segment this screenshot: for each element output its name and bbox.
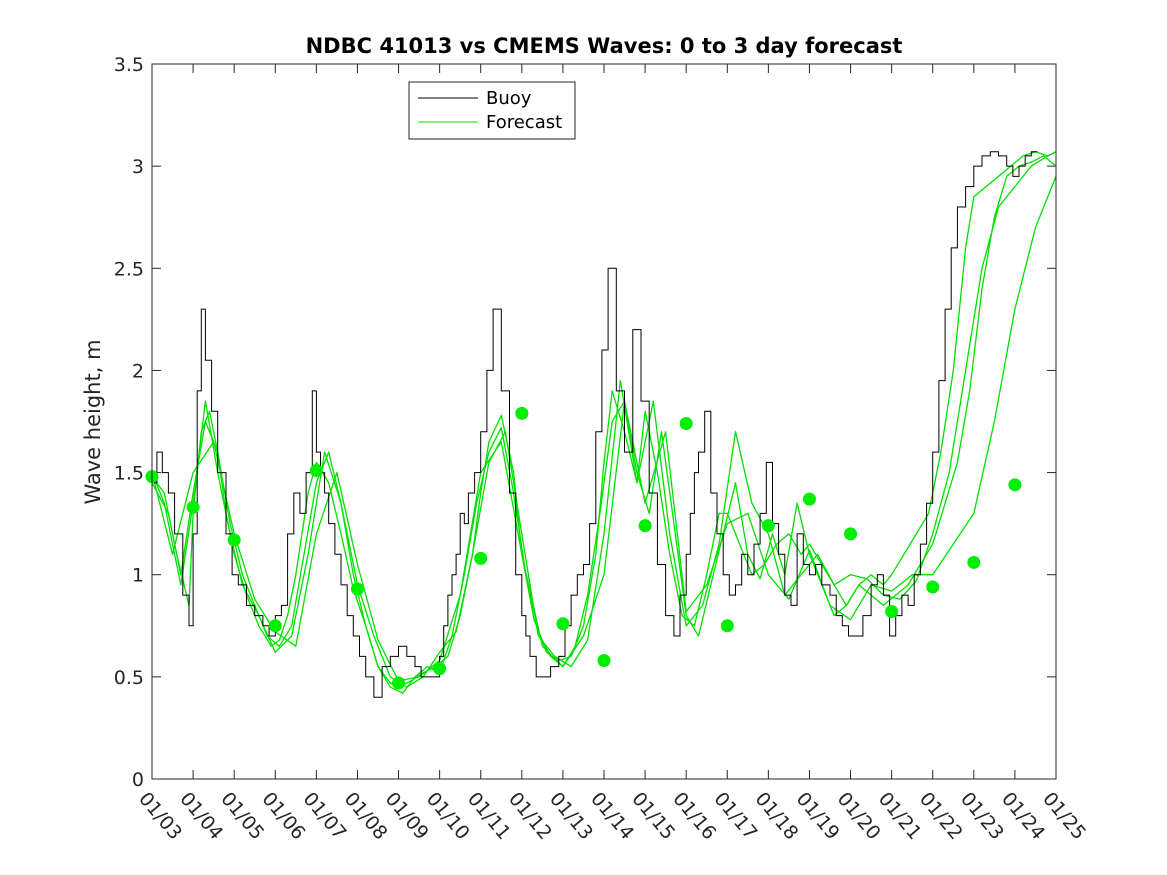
plot-frame bbox=[151, 63, 1057, 780]
forecast-line-3 bbox=[151, 151, 1057, 688]
forecast-marker bbox=[392, 676, 406, 690]
forecast-marker bbox=[638, 519, 652, 533]
forecast-line-1 bbox=[151, 151, 1057, 688]
forecast-line-2 bbox=[151, 155, 1057, 694]
forecast-marker bbox=[926, 580, 940, 594]
forecast-marker bbox=[268, 619, 282, 633]
forecast-marker bbox=[1008, 478, 1022, 492]
y-tick-label: 0 bbox=[132, 769, 144, 791]
forecast-marker bbox=[186, 500, 200, 514]
legend-forecast-label: Forecast bbox=[486, 112, 562, 133]
forecast-marker bbox=[309, 464, 323, 478]
forecast-marker bbox=[515, 406, 529, 420]
y-tick-label: 2.5 bbox=[114, 258, 144, 280]
forecast-marker bbox=[227, 533, 241, 547]
axis-ticks bbox=[151, 63, 1057, 780]
legend: Buoy Forecast bbox=[408, 81, 576, 140]
forecast-marker bbox=[885, 604, 899, 618]
y-axis-label: Wave height, m bbox=[81, 339, 105, 504]
y-tick-label: 0.5 bbox=[114, 667, 144, 689]
plot-area bbox=[152, 64, 1056, 779]
forecast-marker bbox=[433, 662, 447, 676]
chart-title: NDBC 41013 vs CMEMS Waves: 0 to 3 day fo… bbox=[306, 34, 903, 58]
forecast-marker bbox=[597, 654, 611, 668]
y-tick-labels: 0 0.5 1 1.5 2 2.5 3 3.5 bbox=[114, 54, 144, 791]
legend-box bbox=[408, 81, 576, 140]
forecast-marker bbox=[967, 555, 981, 569]
legend-buoy-label: Buoy bbox=[486, 88, 532, 109]
forecast-marker bbox=[474, 551, 488, 565]
forecast-marker bbox=[556, 617, 570, 631]
forecast-marker bbox=[802, 492, 816, 506]
buoy-line bbox=[152, 151, 1038, 698]
y-tick-label: 3.5 bbox=[114, 54, 144, 76]
forecast-marker bbox=[761, 519, 775, 533]
forecast-marker bbox=[350, 582, 364, 596]
y-tick-label: 1.5 bbox=[114, 463, 144, 485]
y-tick-label: 2 bbox=[132, 360, 144, 382]
forecast-marker bbox=[844, 527, 858, 541]
forecast-markers bbox=[145, 406, 1022, 690]
forecast-marker bbox=[679, 417, 693, 431]
y-tick-label: 3 bbox=[132, 156, 144, 178]
forecast-marker bbox=[720, 619, 734, 633]
series-layer bbox=[151, 151, 1057, 698]
forecast-line-4 bbox=[151, 176, 1057, 682]
y-tick-label: 1 bbox=[132, 565, 144, 587]
